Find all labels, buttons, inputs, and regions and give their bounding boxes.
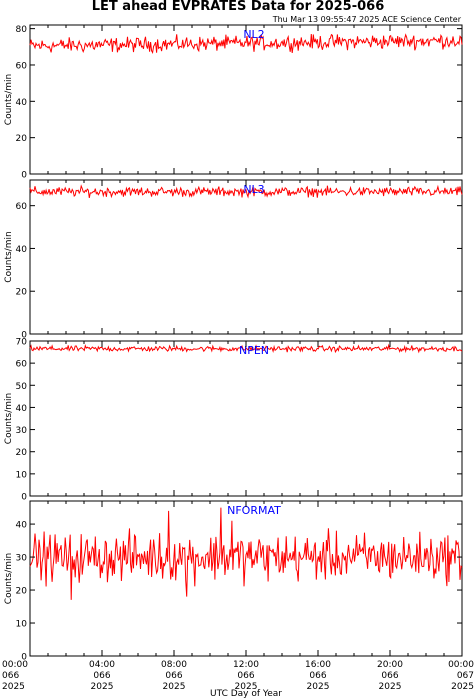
y-tick-label: 0 [21,653,27,663]
y-tick-label: 70 [16,338,28,348]
x-tick-label: 066 [165,671,182,681]
x-tick-label: 2025 [379,682,402,692]
y-tick-label: 20 [16,448,28,458]
panel-4: NFORMAT010203040Counts/min00:00066202504… [2,500,474,692]
series-label: NL2 [243,28,264,41]
series-line-npen [29,343,463,354]
panel-3: NPEN 0 10 20 30 40 50 60 70 Counts/min [4,338,463,503]
y-tick-label: 20 [16,587,28,597]
series-label: NPEN [239,344,269,357]
x-tick-label: 16:00 [305,660,331,670]
x-tick-label: 2025 [2,682,25,692]
x-tick-label: 2025 [163,682,186,692]
x-tick-label: 2025 [235,682,258,692]
x-tick-label: 066 [2,671,19,681]
y-tick-label: 80 [16,25,28,35]
plot-frame [29,340,463,497]
y-tick-label: 40 [16,521,28,531]
y-tick-label: 0 [21,331,27,341]
panels: NL2020406080Counts/minNL30204060Counts/m… [2,24,474,692]
x-tick-label: 00:00 [2,660,28,670]
x-axis-label: UTC Day of Year [210,689,282,699]
x-tick-label: 12:00 [233,660,259,670]
chart-title: LET ahead EVPRATES Data for 2025-066 [92,0,385,14]
plot-frame [29,500,463,657]
y-tick-label: 20 [16,134,28,144]
y-axis-label: Counts/min [4,393,14,444]
x-tick-label: 2025 [91,682,114,692]
series-label: NL3 [243,183,264,196]
series-line-nl2 [29,33,463,54]
chart-subtitle: Thu Mar 13 09:55:47 2025 ACE Science Cen… [272,15,462,24]
y-tick-label: 60 [16,61,28,71]
x-tick-label: 2025 [451,682,474,692]
x-tick-label: 067 [457,671,474,681]
x-tick-label: 066 [309,671,326,681]
y-tick-label: 10 [16,620,28,630]
plot-frame [29,179,463,335]
y-tick-label: 20 [16,288,28,298]
series-line-nl3 [29,184,463,199]
y-tick-label: 30 [16,554,28,564]
y-tick-label: 40 [16,245,28,255]
series-line-nformat [29,507,463,600]
panel-1: NL2 0 20 40 60 80 Counts/min [4,24,463,181]
x-tick-label: 066 [381,671,398,681]
y-tick-label: 10 [16,470,28,480]
y-tick-label: 0 [21,171,27,181]
x-tick-label: 2025 [307,682,330,692]
y-tick-label: 60 [16,202,28,212]
x-tick-label: 20:00 [377,660,403,670]
panel-2: NL3 0 20 40 60 Counts/min [4,179,463,341]
x-tick-label: 066 [93,671,110,681]
x-tick-label: 08:00 [161,660,187,670]
y-tick-label: 60 [16,360,28,370]
y-axis-label: Counts/min [4,74,14,125]
x-tick-label: 00:00 [448,660,474,670]
y-axis-label: Counts/min [4,231,14,282]
y-axis-label: Counts/min [4,553,14,604]
series-label: NFORMAT [227,504,281,517]
y-tick-label: 30 [16,426,28,436]
x-tick-label: 04:00 [89,660,115,670]
y-tick-label: 40 [16,404,28,414]
y-tick-label: 40 [16,98,28,108]
x-tick-label: 066 [237,671,254,681]
y-tick-label: 50 [16,382,28,392]
y-tick-label: 0 [21,493,27,503]
